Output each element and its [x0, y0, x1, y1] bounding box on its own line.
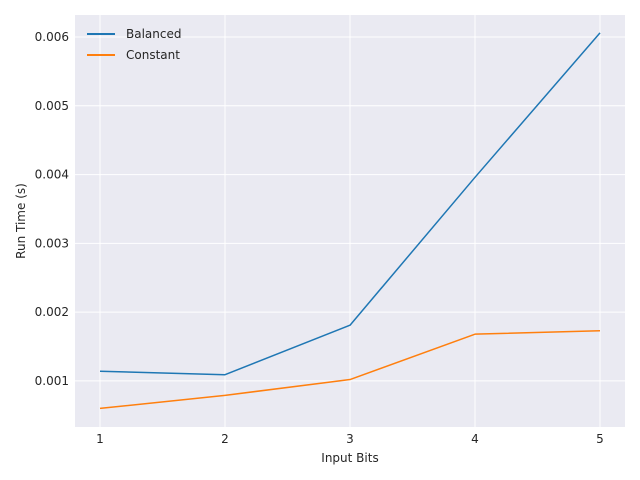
y-tick-label: 0.004 [35, 168, 69, 182]
y-tick-label: 0.006 [35, 30, 69, 44]
series-line-balanced [99, 32, 601, 376]
y-tick-label: 0.005 [35, 99, 69, 113]
x-axis-ticks: 1 2 3 4 5 [96, 432, 604, 446]
y-tick-label: 0.003 [35, 236, 69, 250]
x-tick-label: 2 [221, 432, 229, 446]
legend-label-constant: Constant [126, 48, 180, 62]
x-tick-label: 5 [596, 432, 604, 446]
series-lines [99, 32, 601, 410]
x-tick-label: 3 [346, 432, 354, 446]
legend-label-balanced: Balanced [126, 27, 181, 41]
y-axis-label: Run Time (s) [14, 183, 28, 259]
grid-lines [75, 15, 625, 427]
series-line-constant [99, 329, 601, 410]
x-axis-label: Input Bits [321, 451, 378, 465]
x-tick-label: 1 [96, 432, 104, 446]
x-tick-label: 4 [471, 432, 479, 446]
legend: Balanced Constant [87, 27, 181, 62]
y-tick-label: 0.002 [35, 305, 69, 319]
y-tick-label: 0.001 [35, 374, 69, 388]
y-axis-ticks: 0.001 0.002 0.003 0.004 0.005 0.006 [35, 30, 69, 388]
